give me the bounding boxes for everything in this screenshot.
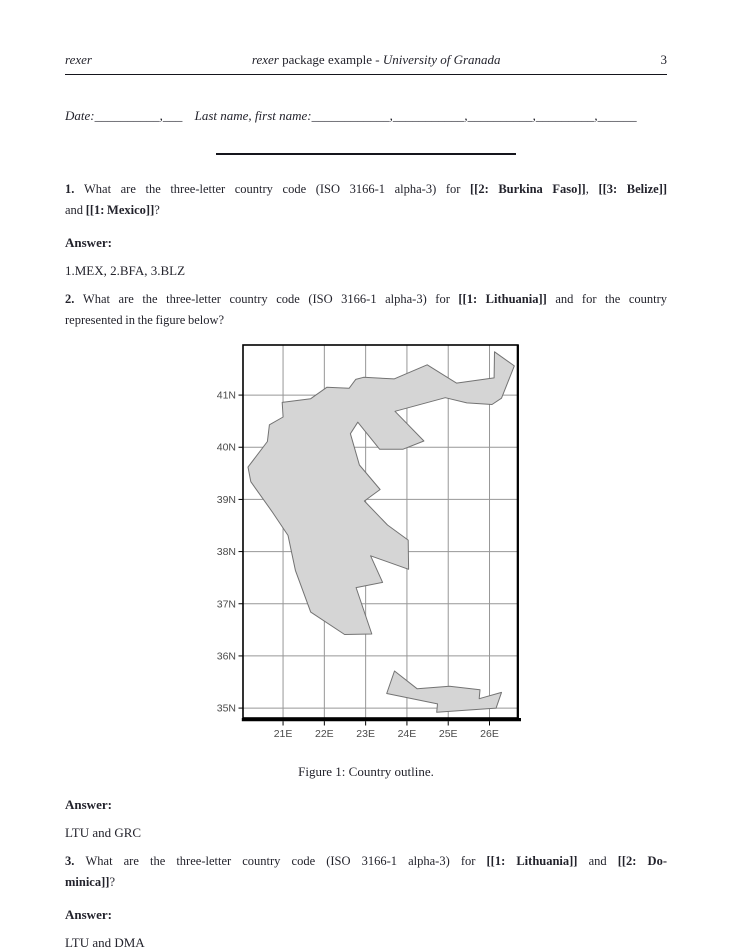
- name-blank-line: ____________,___________,__________,____…: [311, 108, 637, 123]
- y-axis-tick-label: 40N: [217, 442, 236, 454]
- question-keyword: [[3: Belize]]: [598, 182, 668, 196]
- question-keyword: [[1: Lithuania]]: [458, 292, 547, 306]
- question-text: What are the three-letter country code (…: [82, 292, 459, 306]
- question-2: 2. What are the three-letter country cod…: [65, 289, 667, 331]
- question-keyword: [[1: Mexico]]: [85, 203, 155, 217]
- question-keyword: 3.: [65, 854, 86, 868]
- header-title-part: rexer: [251, 52, 279, 67]
- question-keyword: 2.: [65, 292, 83, 306]
- question-text: ?: [109, 875, 115, 889]
- y-axis-tick-label: 36N: [217, 650, 236, 662]
- question-text: ?: [154, 203, 160, 217]
- question-1: 1. What are the three-letter country cod…: [65, 179, 667, 221]
- page-number: 3: [660, 52, 668, 67]
- y-axis-tick-label: 41N: [217, 390, 236, 402]
- x-axis-tick-label: 26E: [480, 728, 499, 740]
- y-axis-tick-label: 37N: [217, 598, 236, 610]
- answer-text-2: LTU and GRC: [65, 825, 142, 840]
- question-text: and for the country: [546, 292, 668, 306]
- date-blank-line: __________,___: [94, 108, 183, 123]
- question-line: and [[1: Mexico]]?: [65, 200, 667, 221]
- identity-row: Date:__________,___ Last name, first nam…: [65, 108, 667, 124]
- x-axis-tick-label: 24E: [398, 728, 417, 740]
- answer-text-3: LTU and DMA: [65, 935, 145, 950]
- question-keyword: [[1: Lithuania]]: [486, 854, 578, 868]
- country-outline-map: 41N 40N 39N 38N 37N 36N 35N 21E 22E 23E 24E 25E 26E: [217, 344, 521, 740]
- x-axis-tick-label: 22E: [315, 728, 334, 740]
- question-keyword: 1.: [65, 182, 84, 196]
- figure-caption: Figure 1: Country outline.: [298, 764, 434, 779]
- answer-label-3: Answer:: [65, 907, 112, 922]
- question-text: represented in the figure below?: [65, 313, 225, 327]
- question-keyword: minica]]: [65, 875, 110, 889]
- page-header: rexer rexer package example - University…: [65, 52, 667, 75]
- x-axis-tick-label: 25E: [439, 728, 458, 740]
- x-axis-tick-label: 21E: [274, 728, 293, 740]
- answer-label-2: Answer:: [65, 797, 112, 812]
- question-line: 1. What are the three-letter country cod…: [65, 179, 667, 200]
- country-polygon-mainland: [247, 351, 515, 635]
- answer-label-1: Answer:: [65, 235, 112, 250]
- y-axis-tick-label: 39N: [217, 494, 236, 506]
- question-line: represented in the figure below?: [65, 310, 667, 331]
- divider-rule: [216, 153, 516, 155]
- answer-text-1: 1.MEX, 2.BFA, 3.BLZ: [65, 263, 186, 278]
- question-3: 3. What are the three-letter country cod…: [65, 851, 667, 893]
- date-label: Date:: [65, 108, 95, 123]
- country-outline-figure: 41N 40N 39N 38N 37N 36N 35N 21E 22E 23E 24E 25E 26E: [65, 344, 667, 744]
- header-brand: rexer: [65, 52, 92, 67]
- question-text: ,: [585, 182, 599, 196]
- question-keyword: [[2: Do-: [617, 854, 667, 868]
- header-title-part: package example -: [278, 52, 383, 67]
- y-axis-tick-label: 35N: [217, 703, 236, 715]
- x-axis-tick-label: 23E: [356, 728, 375, 740]
- question-text: What are the three-letter country code (…: [85, 854, 487, 868]
- question-keyword: [[2: Burkina Faso]]: [470, 182, 586, 196]
- question-text: and: [65, 203, 86, 217]
- y-axis-tick-label: 38N: [217, 546, 236, 558]
- header-title: rexer package example - University of Gr…: [92, 52, 661, 68]
- name-label: Last name, first name:: [194, 108, 312, 123]
- question-line: minica]]?: [65, 872, 667, 893]
- header-title-part: University of Granada: [382, 52, 501, 67]
- country-polygon-island: [386, 670, 502, 713]
- question-line: 3. What are the three-letter country cod…: [65, 851, 667, 872]
- question-line: 2. What are the three-letter country cod…: [65, 289, 667, 310]
- question-text: What are the three-letter country code (…: [83, 182, 470, 196]
- question-text: and: [577, 854, 618, 868]
